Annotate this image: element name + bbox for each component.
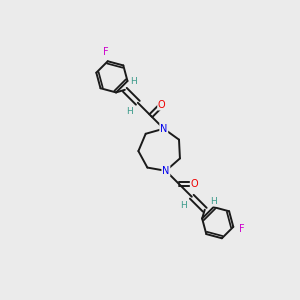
Text: N: N (162, 166, 169, 176)
Text: N: N (160, 124, 167, 134)
Text: F: F (239, 224, 245, 234)
Text: O: O (190, 179, 198, 189)
Text: O: O (158, 100, 166, 110)
Text: H: H (210, 197, 217, 206)
Text: H: H (180, 201, 187, 210)
Text: H: H (126, 107, 133, 116)
Text: H: H (130, 77, 137, 86)
Text: F: F (103, 47, 108, 57)
